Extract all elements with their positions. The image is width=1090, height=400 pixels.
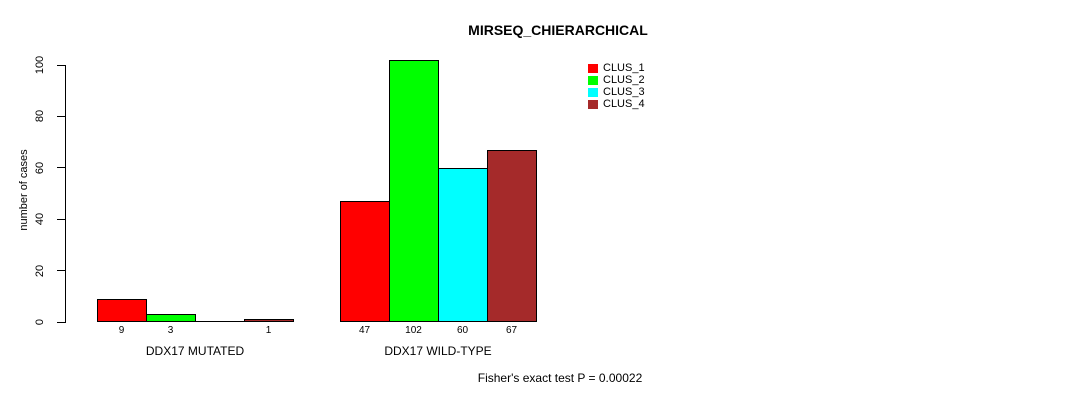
y-tick-mark [57, 270, 65, 272]
bar-value-label: 9 [118, 325, 125, 336]
bar-clus_3 [438, 168, 488, 322]
y-tick-label: 80 [34, 110, 46, 123]
bar-clus_2 [146, 314, 196, 322]
legend-swatch-icon [588, 87, 598, 97]
fisher-test-caption: Fisher's exact test P = 0.00022 [477, 371, 643, 385]
bar-clus_1 [97, 299, 147, 322]
group-label: DDX17 WILD-TYPE [384, 344, 492, 358]
y-tick-mark [57, 218, 65, 220]
bar-value-label: 1 [265, 325, 272, 336]
bar-value-label: 102 [405, 325, 422, 336]
y-tick-label: 0 [34, 318, 46, 326]
legend-label: CLUS_4 [603, 98, 645, 110]
legend-label: CLUS_3 [603, 86, 645, 98]
y-tick-label: 40 [34, 213, 46, 226]
y-axis-line [65, 65, 66, 323]
bar-clus_4 [487, 150, 537, 322]
legend-item-clus_1: CLUS_1 [588, 62, 645, 74]
bar-clus_1 [340, 201, 390, 322]
bar-value-label: 60 [456, 325, 469, 336]
legend-swatch-icon [588, 63, 598, 73]
legend: CLUS_1 CLUS_2 CLUS_3 CLUS_4 [588, 62, 645, 110]
y-tick-label: 20 [34, 264, 46, 277]
bar-clus_2 [389, 60, 439, 322]
bar-clus_4 [244, 319, 294, 322]
legend-label: CLUS_1 [603, 62, 645, 74]
y-tick-mark [57, 321, 65, 323]
group-label: DDX17 MUTATED [145, 344, 245, 358]
bar-clus_3 [195, 321, 244, 322]
y-tick-mark [57, 115, 65, 117]
y-axis-label: number of cases [18, 149, 30, 231]
bar-value-label: 67 [505, 325, 518, 336]
legend-item-clus_3: CLUS_3 [588, 86, 645, 98]
y-tick-label: 100 [34, 55, 46, 75]
legend-label: CLUS_2 [603, 74, 645, 86]
y-tick-label: 60 [34, 161, 46, 174]
chart-title: MIRSEQ_CHIERARCHICAL [468, 22, 648, 38]
bar-value-label: 3 [167, 325, 174, 336]
bar-value-label: 47 [358, 325, 371, 336]
y-tick-mark [57, 64, 65, 66]
legend-swatch-icon [588, 99, 598, 109]
legend-swatch-icon [588, 75, 598, 85]
legend-item-clus_2: CLUS_2 [588, 74, 645, 86]
y-tick-mark [57, 167, 65, 169]
legend-item-clus_4: CLUS_4 [588, 98, 645, 110]
